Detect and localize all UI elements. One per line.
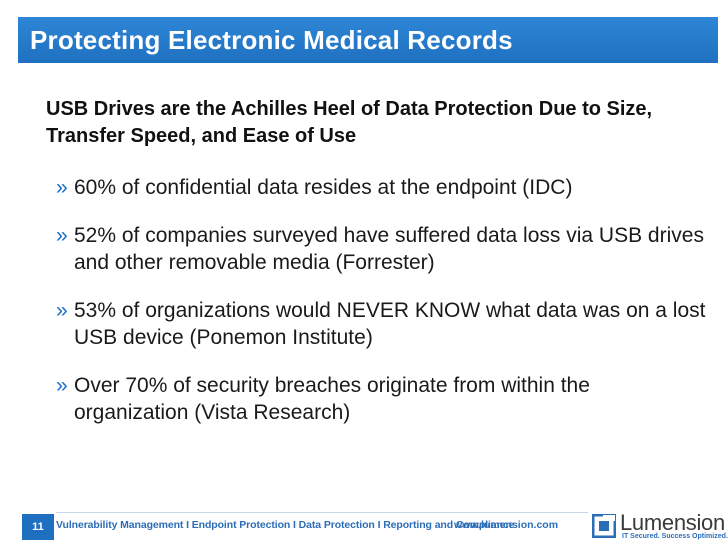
footer-divider [56, 512, 588, 513]
bullet-text: 60% of confidential data resides at the … [74, 176, 573, 199]
bullet-text: 52% of companies surveyed have suffered … [74, 224, 704, 274]
slide-subtitle: USB Drives are the Achilles Heel of Data… [46, 98, 653, 147]
bullet-marker-icon: » [56, 224, 68, 247]
bullet-item: » Over 70% of security breaches originat… [56, 372, 706, 426]
bullet-item: » 52% of companies surveyed have suffere… [56, 222, 706, 276]
footer-tagline: Vulnerability Management I Endpoint Prot… [56, 519, 515, 531]
bullet-item: » 60% of confidential data resides at th… [56, 174, 706, 201]
bullet-list: » 60% of confidential data resides at th… [56, 174, 706, 447]
bullet-text: Over 70% of security breaches originate … [74, 374, 590, 424]
company-logo: Lumension IT Secured. Success Optimized. [592, 510, 728, 542]
bullet-marker-icon: » [56, 374, 68, 397]
slide-title: Protecting Electronic Medical Records [30, 25, 513, 55]
title-bar: Protecting Electronic Medical Records [18, 17, 718, 63]
footer: 11 Vulnerability Management I Endpoint P… [18, 510, 728, 542]
logo-name: Lumension [620, 510, 725, 535]
bullet-item: » 53% of organizations would NEVER KNOW … [56, 297, 706, 351]
logo-slogan: IT Secured. Success Optimized. [622, 533, 728, 540]
page-number: 11 [22, 514, 54, 540]
bullet-marker-icon: » [56, 299, 68, 322]
lumension-logo-icon [592, 514, 616, 538]
footer-url: www.lumension.com [454, 519, 559, 531]
bullet-text: 53% of organizations would NEVER KNOW wh… [74, 299, 706, 349]
bullet-marker-icon: » [56, 176, 68, 199]
